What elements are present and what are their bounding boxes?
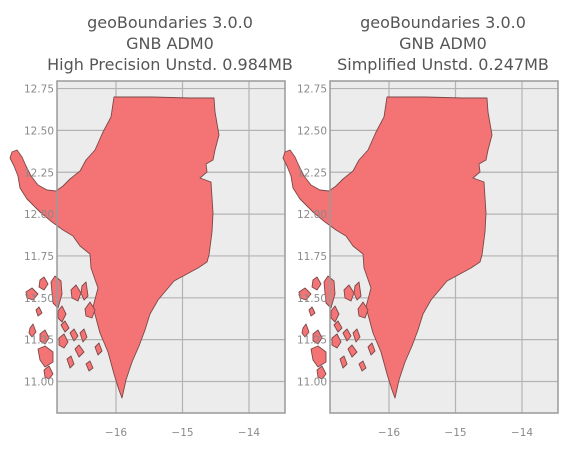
y-tick-label: 12.25 <box>297 167 327 179</box>
y-tick-label: 11.25 <box>297 335 327 347</box>
island-shape <box>316 365 327 380</box>
island-shape <box>339 355 348 369</box>
y-tick-label: 11.00 <box>24 377 54 389</box>
island-shape <box>84 301 96 319</box>
island-shape <box>311 276 322 291</box>
island-shape <box>298 287 312 301</box>
y-tick-label: 12.75 <box>297 84 327 96</box>
x-axis-ticks: −16 −15 −14 <box>105 427 260 439</box>
y-tick-label: 11.75 <box>297 251 327 263</box>
island-shape <box>310 345 327 368</box>
island-shape <box>57 305 67 323</box>
island-shape <box>347 344 358 358</box>
y-tick-label: 12.50 <box>24 125 54 137</box>
island-shape <box>342 328 352 342</box>
x-axis-ticks: −16 −15 −14 <box>378 427 533 439</box>
panel-title-line-1: geoBoundaries 3.0.0 <box>87 13 253 32</box>
island-shape <box>43 365 54 380</box>
island-shape <box>333 320 343 333</box>
map-panel-high-precision: geoBoundaries 3.0.0 GNB ADM0 High Precis… <box>9 13 293 439</box>
island-shape <box>301 323 310 338</box>
y-tick-label: 11.75 <box>24 251 54 263</box>
island-shape <box>80 281 89 301</box>
panel-title-line-3: High Precision Unstd. 0.984MB <box>47 55 293 74</box>
island-shape <box>35 306 43 317</box>
y-tick-label: 12.00 <box>24 209 54 221</box>
island-shape <box>312 329 323 345</box>
island-shape <box>352 328 361 343</box>
panel-title-line-2: GNB ADM0 <box>399 34 487 53</box>
x-tick-label: −14 <box>238 427 260 439</box>
island-shape <box>70 284 82 302</box>
panel-title-line-3: Simplified Unstd. 0.247MB <box>337 55 549 74</box>
island-shape <box>28 323 37 338</box>
island-shape <box>308 306 316 317</box>
island-shape <box>330 305 340 323</box>
island-shape <box>85 360 94 372</box>
y-tick-label: 11.50 <box>24 293 54 305</box>
island-shape <box>74 344 85 358</box>
x-tick-label: −14 <box>511 427 533 439</box>
country-shape <box>9 96 220 399</box>
y-tick-label: 11.00 <box>297 377 327 389</box>
y-tick-label: 11.50 <box>297 293 327 305</box>
island-shape <box>38 276 49 291</box>
island-shape <box>25 287 39 301</box>
y-tick-label: 11.25 <box>24 335 54 347</box>
panel-title-line-1: geoBoundaries 3.0.0 <box>360 13 526 32</box>
mainland-shape <box>9 96 220 399</box>
x-tick-label: −16 <box>105 427 127 439</box>
island-shape <box>39 329 50 345</box>
panel-title-line-2: GNB ADM0 <box>126 34 214 53</box>
y-tick-label: 12.75 <box>24 84 54 96</box>
island-shape <box>331 333 342 349</box>
y-axis-ticks: 12.75 12.50 12.25 12.00 11.75 11.50 11.25 11.00 <box>297 84 327 389</box>
island-shape <box>60 320 70 333</box>
island-shape <box>367 342 376 356</box>
island-shape <box>58 333 69 349</box>
mainland-shape <box>282 96 493 399</box>
y-axis-ticks: 12.75 12.50 12.25 12.00 11.75 11.50 11.25 11.00 <box>24 84 54 389</box>
island-shape <box>94 342 103 356</box>
x-tick-label: −15 <box>444 427 466 439</box>
island-shape <box>343 284 355 302</box>
island-shape <box>357 301 369 319</box>
island-shape <box>353 281 362 301</box>
y-tick-label: 12.00 <box>297 209 327 221</box>
island-shape <box>66 355 75 369</box>
island-shape <box>37 345 54 368</box>
x-tick-label: −16 <box>378 427 400 439</box>
y-tick-label: 12.50 <box>297 125 327 137</box>
map-panel-simplified: geoBoundaries 3.0.0 GNB ADM0 Simplified … <box>282 13 559 439</box>
island-shape <box>69 328 79 342</box>
island-shape <box>79 328 88 343</box>
country-shape <box>282 96 493 399</box>
y-tick-label: 12.25 <box>24 167 54 179</box>
plot-frame <box>329 80 559 414</box>
island-shape <box>358 360 367 372</box>
plot-frame <box>56 80 286 414</box>
x-tick-label: −15 <box>171 427 193 439</box>
